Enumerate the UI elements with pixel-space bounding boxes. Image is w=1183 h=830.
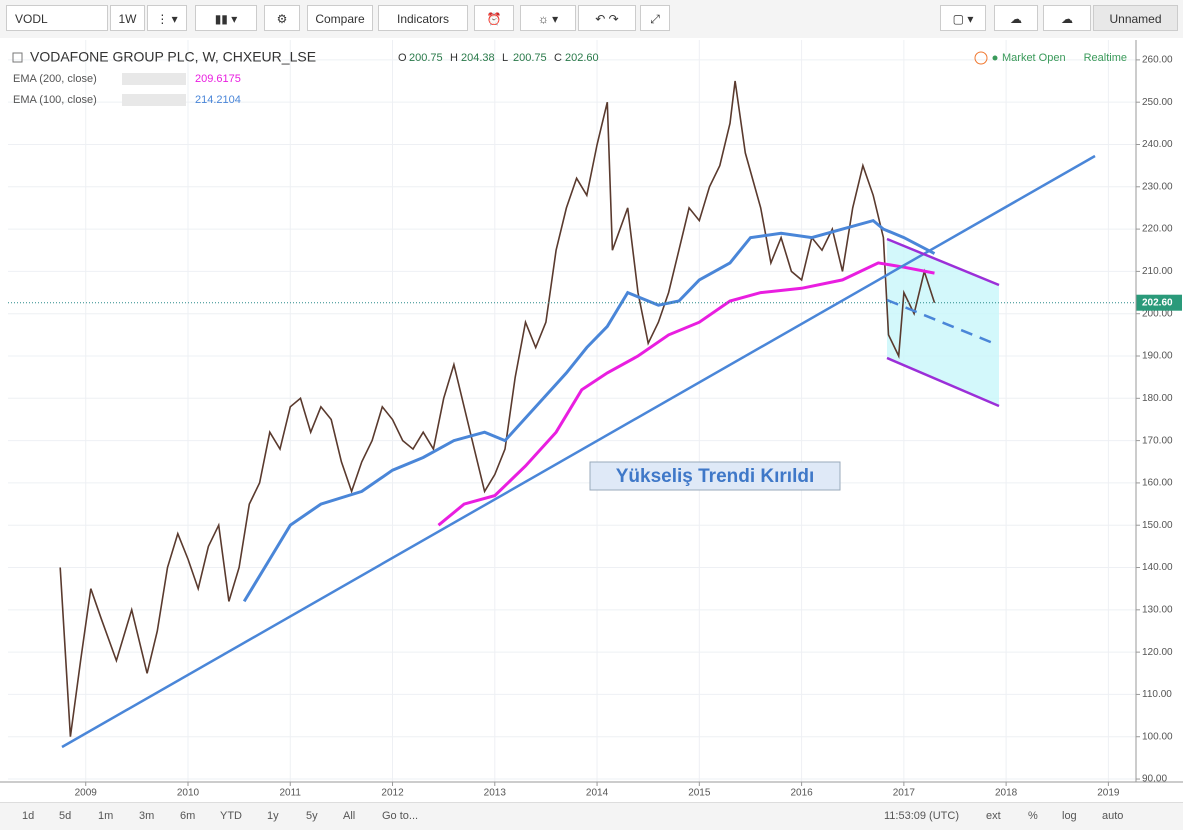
x-tick-label: 2015 xyxy=(688,788,711,799)
y-tick-label: 160.00 xyxy=(1142,478,1173,489)
y-tick-label: 130.00 xyxy=(1142,604,1173,615)
range-button[interactable]: 3m xyxy=(139,810,155,822)
realtime: Realtime xyxy=(1084,52,1127,64)
y-tick-label: 230.00 xyxy=(1142,181,1173,192)
legend-value: 209.6175 xyxy=(195,73,241,85)
channel-top xyxy=(886,237,1000,287)
y-tick-label: 220.00 xyxy=(1142,224,1173,235)
ohlc-key: H xyxy=(450,52,458,64)
y-tick-label: 250.00 xyxy=(1142,97,1173,108)
range-button[interactable]: YTD xyxy=(220,810,242,822)
y-tick-label: 170.00 xyxy=(1142,435,1173,446)
y-tick-label: 100.00 xyxy=(1142,731,1173,742)
toolbar: VODL 1W ⋮ ▾ ▮▮ ▾ ⚙ Compare Indicators ⏰ … xyxy=(0,0,1183,39)
ohlc-key: C xyxy=(554,52,562,64)
ema-line xyxy=(242,218,936,603)
x-tick-label: 2012 xyxy=(381,788,404,799)
chart: 90.00 100.00 110.00 120.00 130.00 140.00 150.0… xyxy=(0,38,1183,802)
annotation-box xyxy=(589,461,841,491)
x-tick-label: 2010 xyxy=(177,788,200,799)
range-button[interactable]: 1m xyxy=(98,810,114,822)
chart-bg xyxy=(0,38,1183,802)
ohlc-value: 204.38 xyxy=(461,52,495,64)
y-tick-label: 200.00 xyxy=(1142,308,1173,319)
status-icon xyxy=(974,51,988,65)
undo-redo[interactable]: ↶ ↷ xyxy=(578,5,636,31)
range-button[interactable]: 1d xyxy=(22,810,35,822)
settings[interactable]: ⚙ xyxy=(264,5,300,31)
alert[interactable]: ⏰ xyxy=(474,5,514,31)
x-tick-label: 2013 xyxy=(484,788,507,799)
y-tick-label: 150.00 xyxy=(1142,520,1173,531)
x-tick-label: 2014 xyxy=(586,788,609,799)
range-button[interactable]: All xyxy=(343,810,356,822)
legend-value: 214.2104 xyxy=(195,94,241,106)
ideas[interactable]: ☼ ▾ xyxy=(520,5,576,31)
save-down[interactable]: ☁ xyxy=(994,5,1038,31)
y-tick-label: 260.00 xyxy=(1142,55,1173,66)
y-tick-label: 190.00 xyxy=(1142,351,1173,362)
range-button[interactable]: Go to... xyxy=(382,810,419,822)
interval-menu[interactable]: ⋮ ▾ xyxy=(147,5,187,31)
legend-buttons[interactable] xyxy=(122,94,186,106)
axis-option[interactable]: ext xyxy=(986,810,1001,822)
status-dot xyxy=(992,55,998,61)
ema-line xyxy=(437,261,935,527)
bottom-bar: 11:53:09 (UTC) 1d 5d 1m 3m 6m YTD 1y 5y All Go to… xyxy=(0,802,1183,830)
legend-name: EMA (100, close) xyxy=(13,94,97,106)
price-line xyxy=(59,80,936,737)
collapse-icon[interactable] xyxy=(12,52,23,63)
y-tick-label: 120.00 xyxy=(1142,647,1173,658)
y-tick-label: 210.00 xyxy=(1142,266,1173,277)
range-button[interactable]: 6m xyxy=(180,810,196,822)
annotation: Yükseliş Trendi Kırıldı xyxy=(616,466,815,487)
y-tick-label: 140.00 xyxy=(1142,562,1173,573)
layout-name[interactable]: Unnamed xyxy=(1093,5,1178,31)
axis-option[interactable]: log xyxy=(1062,810,1077,822)
channel-bottom xyxy=(886,356,1000,408)
last-price-label: 202.60 xyxy=(1142,297,1173,308)
legend-name: EMA (200, close) xyxy=(13,73,97,85)
x-tick-label: 2019 xyxy=(1097,788,1120,799)
ohlc-key: L xyxy=(502,52,508,64)
interval[interactable]: 1W xyxy=(110,5,145,31)
ohlc-value: 200.75 xyxy=(409,52,443,64)
y-tick-label: 240.00 xyxy=(1142,139,1173,150)
x-tick-label: 2016 xyxy=(790,788,813,799)
chart-style[interactable]: ▮▮ ▾ xyxy=(195,5,257,31)
compare[interactable]: Compare xyxy=(307,5,373,31)
market-status: Market Open xyxy=(1002,52,1066,64)
y-tick-label: 90.00 xyxy=(1142,774,1167,785)
save-up[interactable]: ☁ xyxy=(1043,5,1091,31)
range-button[interactable]: 5d xyxy=(59,810,72,822)
x-tick-label: 2018 xyxy=(995,788,1018,799)
ohlc-value: 202.60 xyxy=(565,52,599,64)
range-button[interactable]: 1y xyxy=(267,810,279,822)
legend-buttons[interactable] xyxy=(122,73,186,85)
symbol-input[interactable]: VODL xyxy=(6,5,108,31)
x-tick-label: 2009 xyxy=(75,788,98,799)
axis-option[interactable]: % xyxy=(1028,810,1038,822)
x-tick-label: 2017 xyxy=(893,788,916,799)
axis-option[interactable]: auto xyxy=(1102,810,1124,822)
fullscreen[interactable]: ⤢ xyxy=(640,5,670,31)
y-tick-label: 180.00 xyxy=(1142,393,1173,404)
x-tick-label: 2011 xyxy=(279,788,301,799)
layout-box[interactable]: ▢ ▾ xyxy=(940,5,986,31)
y-tick-label: 110.00 xyxy=(1142,689,1172,700)
indicators[interactable]: Indicators xyxy=(378,5,468,31)
range-button[interactable]: 5y xyxy=(306,810,318,822)
symbol-title: VODAFONE GROUP PLC, W, CHXEUR_LSE xyxy=(30,49,316,65)
last-price-tag xyxy=(1136,294,1182,311)
clock: 11:53:09 (UTC) xyxy=(884,810,959,822)
ohlc-key: O xyxy=(398,52,407,64)
ohlc-value: 200.75 xyxy=(513,52,547,64)
